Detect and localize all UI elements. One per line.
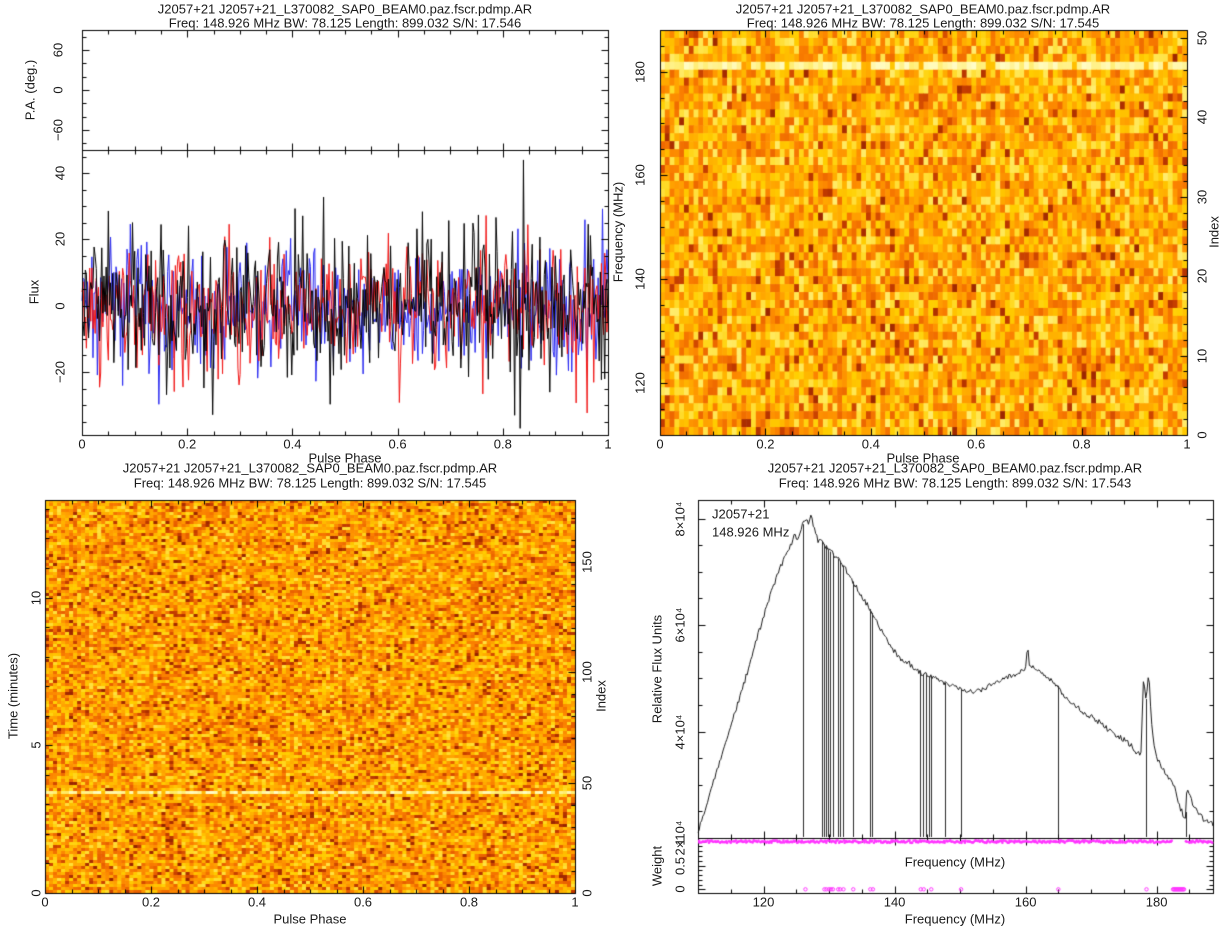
phase-freq-title: J2057+21 J2057+21_L370082_SAP0_BEAM0.paz… (735, 1, 1111, 17)
subint-index-axis-label: Index (593, 680, 609, 712)
phase-freq-xaxis-label: Pulse Phase (886, 450, 960, 466)
bandpass-annotation-source: J2057+21 (712, 506, 770, 522)
frequency-tick-label: 140 (632, 268, 648, 291)
relative-flux-tick-label: 6×10⁴ (672, 607, 688, 643)
phase-tick-label: 1 (604, 436, 612, 452)
phase-tick-label: 0.8 (459, 894, 479, 910)
index-tick-label: 10 (1194, 348, 1210, 363)
frequency-tick-label: 140 (883, 894, 906, 910)
index-tick-label: 50 (579, 775, 595, 790)
phase-tick-label: 0.8 (493, 436, 512, 452)
index-tick-label: 20 (1194, 268, 1210, 284)
phase-tick-label: 0.2 (141, 894, 161, 910)
pa-tick-label: 0 (50, 86, 66, 94)
index-tick-label: 0 (579, 889, 595, 897)
index-tick-label: 30 (1194, 189, 1210, 204)
relative-flux-tick-label: 4×10⁴ (672, 714, 688, 749)
phase-tick-label: 0.2 (756, 436, 775, 452)
time-axis-label: Time (minutes) (5, 652, 21, 740)
time-tick-label: 5 (28, 741, 44, 749)
frequency-axis-label: Frequency (MHz) (610, 181, 626, 283)
phase-freq-subtitle: Freq: 148.926 MHz BW: 78.125 Length: 899… (746, 15, 1100, 31)
bandpass-title: J2057+21 J2057+21_L370082_SAP0_BEAM0.paz… (767, 460, 1143, 476)
time-tick-label: 10 (28, 590, 44, 605)
bandpass-xaxis-label-inner: Frequency (MHz) (904, 854, 1006, 870)
phase-tick-label: 0.4 (283, 436, 302, 452)
weight-axis-label: Weight (649, 845, 665, 887)
profile-xaxis-label: Pulse Phase (308, 450, 382, 466)
relative-flux-tick-label: 8×10⁴ (672, 501, 688, 537)
frequency-tick-label: 160 (1014, 894, 1037, 910)
flux-tick-label: 40 (52, 165, 68, 181)
phase-tick-label: 0 (41, 894, 49, 910)
phase-time-title: J2057+21 J2057+21_L370082_SAP0_BEAM0.paz… (122, 460, 498, 476)
frequency-tick-label: 120 (632, 372, 648, 394)
phase-tick-label: 0.2 (178, 436, 197, 452)
pa-tick-label: −60 (50, 118, 66, 142)
weight-tick-label: 0 (672, 885, 688, 893)
flux-tick-label: −20 (52, 361, 68, 384)
index-tick-label: 0 (1194, 431, 1210, 439)
phase-time-xaxis-label: Pulse Phase (273, 911, 347, 927)
phase-tick-label: 0.6 (353, 894, 373, 910)
phase-time-subtitle: Freq: 148.926 MHz BW: 78.125 Length: 899… (133, 475, 487, 491)
weight-tick-label: 0.5 (672, 856, 688, 875)
bandpass-annotation-frequency: 148.926 MHz (712, 524, 790, 540)
index-tick-label: 50 (1194, 30, 1210, 46)
phase-tick-label: 1 (1183, 436, 1191, 452)
profile-title: J2057+21 J2057+21_L370082_SAP0_BEAM0.paz… (157, 1, 533, 17)
phase-tick-label: 0.4 (247, 894, 267, 910)
phase-tick-label: 1 (571, 894, 579, 910)
flux-tick-label: 0 (52, 302, 68, 310)
index-tick-label: 150 (579, 550, 595, 573)
profile-subtitle: Freq: 148.926 MHz BW: 78.125 Length: 899… (168, 15, 522, 31)
relative-flux-axis-label: Relative Flux Units (649, 614, 665, 724)
index-tick-label: 40 (1194, 110, 1210, 125)
frequency-tick-label: 180 (1145, 894, 1168, 910)
frequency-tick-label: 160 (632, 164, 648, 187)
index-tick-label: 100 (579, 661, 595, 684)
bandpass-subtitle: Freq: 148.926 MHz BW: 78.125 Length: 899… (778, 475, 1132, 491)
weight-tick-label: 1 (672, 838, 688, 846)
bandpass-xaxis-label-bottom: Frequency (MHz) (904, 911, 1006, 927)
frequency-tick-label: 180 (632, 60, 648, 83)
pa-axis-label: P.A. (deg.) (22, 59, 38, 121)
channel-index-axis-label: Index (1206, 216, 1222, 248)
flux-axis-label: Flux (26, 279, 42, 305)
pa-tick-label: 60 (50, 42, 66, 58)
phase-tick-label: 0.4 (861, 436, 880, 452)
phase-tick-label: 0.6 (388, 436, 407, 452)
frequency-tick-label: 120 (752, 894, 775, 910)
phase-tick-label: 0 (78, 436, 86, 452)
flux-tick-label: 20 (52, 232, 68, 247)
phase-tick-label: 0.8 (1072, 436, 1091, 452)
phase-tick-label: 0 (656, 436, 664, 452)
phase-tick-label: 0.6 (967, 436, 986, 452)
